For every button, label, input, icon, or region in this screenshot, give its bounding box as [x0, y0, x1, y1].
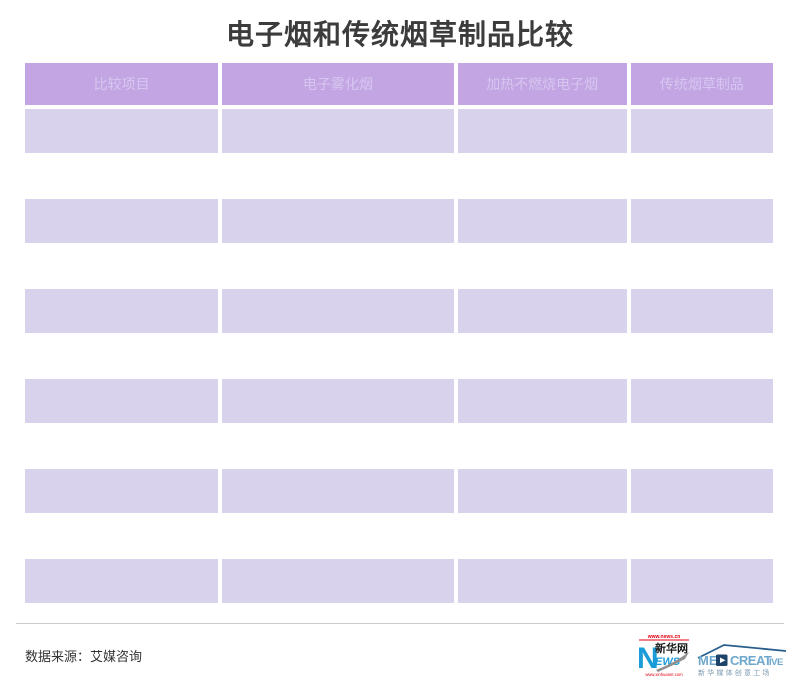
medcreative-me: ME [698, 653, 718, 668]
table-cell [630, 289, 773, 333]
footer-divider [16, 623, 784, 624]
table-cell [457, 199, 627, 243]
footer: 数据来源：艾媒咨询 www.news.cn N 新华网 EWS www.xinh… [25, 632, 788, 678]
table-cell [630, 469, 773, 513]
table-cell [25, 379, 219, 423]
table-cell [630, 109, 773, 153]
table-cell [630, 199, 773, 243]
table-cell [457, 379, 627, 423]
table-cell [25, 469, 219, 513]
table-cell [25, 559, 219, 603]
table-row [25, 379, 773, 423]
xinhuanet-logo: www.news.cn N 新华网 EWS www.xinhuanet.com [637, 634, 689, 677]
data-source-label: 数据来源：艾媒咨询 [25, 648, 143, 664]
table-cell [25, 199, 219, 243]
table-header-row: 比较项目 电子雾化烟 加热不燃烧电子烟 传统烟草制品 [25, 63, 773, 105]
xinhua-name-cn: 新华网 [655, 641, 688, 655]
header-cell-compare-item: 比较项目 [25, 63, 219, 105]
table-cell [222, 469, 454, 513]
medcreative-subtitle: 新华媒体创意工场 [698, 668, 772, 676]
table-cell [222, 199, 454, 243]
footer-logos: www.news.cn N 新华网 EWS www.xinhuanet.com … [636, 632, 788, 678]
medcreative-roof-icon [697, 644, 787, 659]
table-cell [222, 559, 454, 603]
table-body [25, 109, 773, 603]
header-cell-traditional: 传统烟草制品 [630, 63, 773, 105]
table-cell [25, 109, 219, 153]
table-cell [222, 379, 454, 423]
table-row [25, 109, 773, 153]
xinhua-url-top: www.news.cn [647, 634, 681, 640]
table-cell [222, 289, 454, 333]
table-row [25, 469, 773, 513]
table-cell [25, 289, 219, 333]
play-triangle-icon [720, 657, 726, 663]
table-cell [630, 379, 773, 423]
table-cell [457, 289, 627, 333]
table-cell [630, 559, 773, 603]
xinhua-n-letter: N [637, 642, 659, 675]
header-cell-heat-not-burn: 加热不燃烧电子烟 [457, 63, 627, 105]
page-title: 电子烟和传统烟草制品比较 [225, 19, 574, 50]
table-row [25, 559, 773, 603]
table-cell [457, 109, 627, 153]
xinhua-url-bottom: www.xinhuanet.com [645, 672, 683, 677]
medcreative-creat: CREAT [730, 653, 772, 668]
xinhua-ews-letters: EWS [655, 656, 681, 668]
table-cell [457, 469, 627, 513]
xinhua-swoosh-icon [656, 652, 689, 672]
table-cell [457, 559, 627, 603]
medcreative-logo: ME CREAT IVE 新华媒体创意工场 [697, 644, 787, 676]
comparison-table: 比较项目 电子雾化烟 加热不燃烧电子烟 传统烟草制品 [25, 63, 773, 603]
table-row [25, 199, 773, 243]
header-cell-evapor: 电子雾化烟 [222, 63, 454, 105]
medcreative-ive: IVE [769, 657, 783, 668]
table-cell [222, 109, 454, 153]
table-row [25, 289, 773, 333]
